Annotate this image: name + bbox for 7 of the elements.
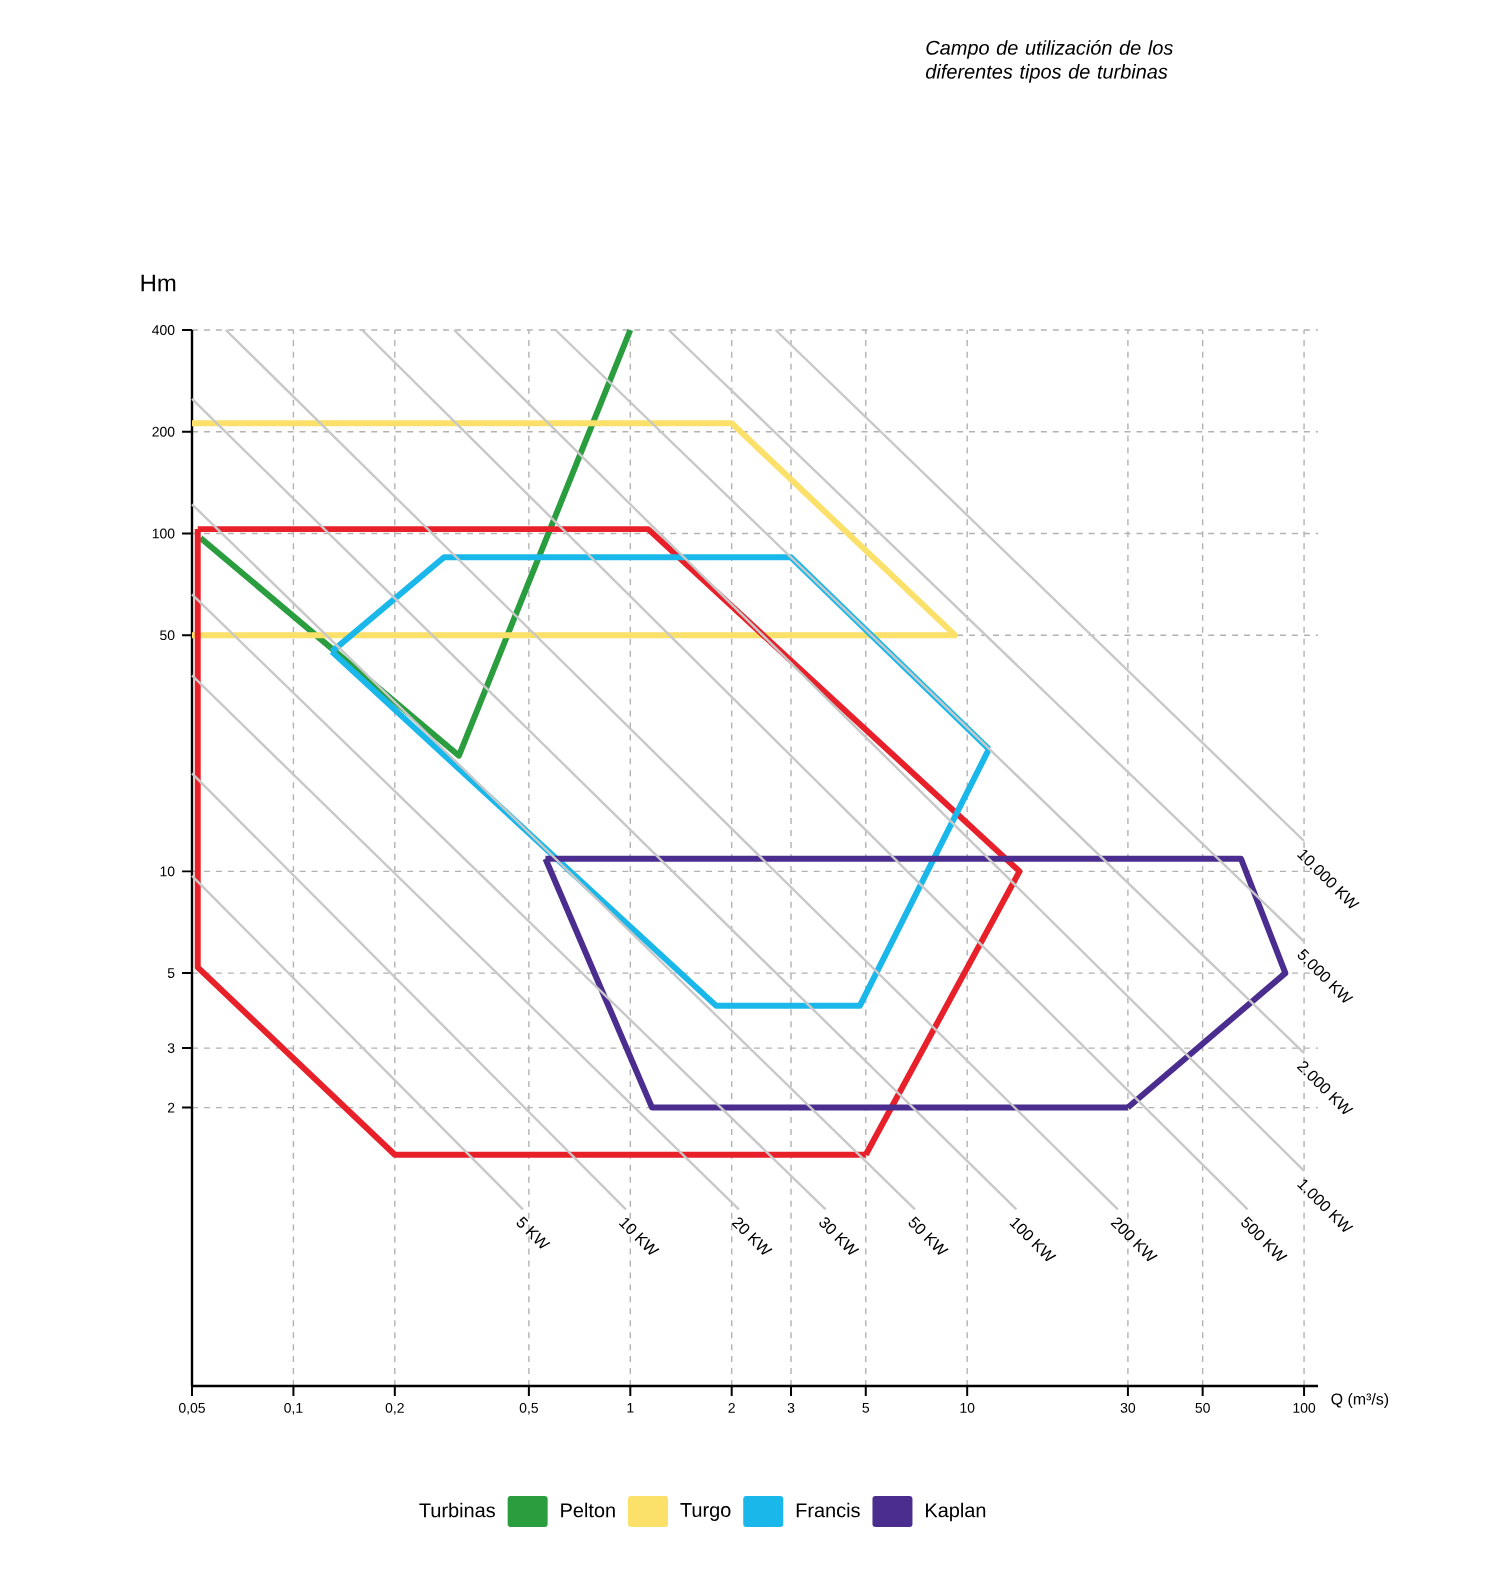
legend-label: Pelton bbox=[561, 1502, 615, 1518]
y-axis-title: Hm bbox=[141, 274, 176, 292]
legend-label: Kaplan bbox=[926, 1502, 986, 1522]
legend-label: Francis bbox=[796, 1502, 860, 1518]
legend-title: Turbinas bbox=[419, 1502, 495, 1518]
legend-label: Turgo bbox=[680, 1503, 731, 1521]
chart-title: Campo de utilización de los diferentes tipos de turbinas bbox=[925, 39, 1173, 83]
